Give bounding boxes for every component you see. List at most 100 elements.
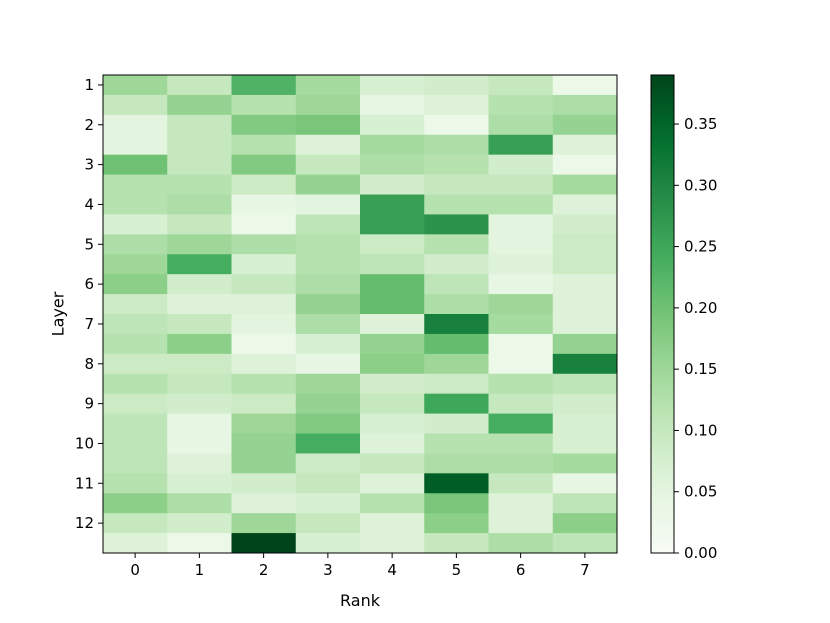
x-tick-label: 1 <box>195 561 205 579</box>
heatmap-cell <box>167 194 232 215</box>
heatmap-cell <box>552 353 618 375</box>
colorbar-tick-label: 0.10 <box>684 421 717 439</box>
heatmap-cell <box>360 254 425 275</box>
heatmap-cell <box>167 294 232 315</box>
heatmap-cell <box>424 453 489 474</box>
heatmap-cell <box>167 254 232 275</box>
heatmap-cell <box>488 453 554 474</box>
heatmap-cell <box>295 493 361 514</box>
heatmap-cell <box>167 493 232 514</box>
heatmap-cell <box>103 493 168 514</box>
heatmap-cell <box>488 393 554 415</box>
heatmap-cell <box>488 513 554 534</box>
heatmap-cell <box>552 114 618 136</box>
heatmap-cell <box>103 393 168 415</box>
heatmap-cell <box>231 254 297 275</box>
heatmap-cell <box>295 154 361 176</box>
heatmap-cell <box>552 393 618 415</box>
heatmap-cell <box>424 533 489 554</box>
colorbar-tick-label: 0.35 <box>684 115 717 133</box>
heatmap-cell <box>167 274 232 295</box>
heatmap-cell <box>231 274 297 295</box>
heatmap-cell <box>488 294 554 315</box>
heatmap-cell <box>360 194 425 215</box>
heatmap-cell <box>231 154 297 176</box>
heatmap-cell <box>360 114 425 136</box>
heatmap-cell <box>295 353 361 375</box>
heatmap-cell <box>295 274 361 295</box>
heatmap-cell <box>167 373 232 395</box>
heatmap-cell <box>295 314 361 335</box>
heatmap-cell <box>231 194 297 215</box>
heatmap-cell <box>488 473 554 494</box>
y-tick-label: 3 <box>84 156 94 174</box>
heatmap-cell <box>552 134 618 156</box>
heatmap-cell <box>552 194 618 215</box>
heatmap-cell <box>552 274 618 295</box>
heatmap-cell <box>424 333 489 355</box>
heatmap-cell <box>103 114 168 136</box>
heatmap-cell <box>231 533 297 554</box>
heatmap-cell <box>360 513 425 534</box>
heatmap-cell <box>360 473 425 494</box>
heatmap-cell <box>103 94 168 116</box>
heatmap-cell <box>360 94 425 116</box>
heatmap-cell <box>488 75 554 96</box>
heatmap-cell <box>424 294 489 315</box>
heatmap-cell <box>360 373 425 395</box>
heatmap-cell <box>360 154 425 176</box>
heatmap-cell <box>488 114 554 136</box>
heatmap-cell <box>231 493 297 514</box>
heatmap-cell <box>552 513 618 534</box>
heatmap-cell <box>488 154 554 176</box>
heatmap-cell <box>552 75 618 96</box>
heatmap-cell <box>424 214 489 235</box>
heatmap-cell <box>231 294 297 315</box>
heatmap-cell <box>231 314 297 335</box>
x-tick-label: 4 <box>387 561 397 579</box>
heatmap-cell <box>167 433 232 454</box>
heatmap-cell <box>360 234 425 255</box>
heatmap-cell <box>103 254 168 275</box>
heatmap-cell <box>231 373 297 395</box>
heatmap-cell <box>231 174 297 195</box>
y-tick-label: 4 <box>84 195 94 213</box>
heatmap-cell <box>424 413 489 434</box>
heatmap-cell <box>424 314 489 335</box>
heatmap-cell <box>231 413 297 434</box>
heatmap-cell <box>103 214 168 235</box>
heatmap-cell <box>103 473 168 494</box>
heatmap-cell <box>295 373 361 395</box>
heatmap-cell <box>295 453 361 474</box>
heatmap-cell <box>167 533 232 554</box>
heatmap-cell <box>424 353 489 375</box>
heatmap-cell <box>552 493 618 514</box>
heatmap-cell <box>231 114 297 136</box>
heatmap-cell <box>552 314 618 335</box>
heatmap-cell <box>360 314 425 335</box>
heatmap-cell <box>295 94 361 116</box>
heatmap-cell <box>231 433 297 454</box>
heatmap-cell <box>360 453 425 474</box>
heatmap-cell <box>103 453 168 474</box>
heatmap-cell <box>488 314 554 335</box>
y-tick-label: 9 <box>84 395 94 413</box>
heatmap-cell <box>488 433 554 454</box>
y-tick-label: 5 <box>84 235 94 253</box>
colorbar-tick-label: 0.15 <box>684 360 717 378</box>
heatmap-cell <box>552 413 618 434</box>
heatmap-cell <box>488 194 554 215</box>
y-tick-label: 12 <box>75 514 94 532</box>
colorbar-ticks: 0.00 0.05 0.10 0.15 0.20 0.25 0.30 0.35 <box>674 115 717 562</box>
heatmap-cell <box>360 214 425 235</box>
heatmap-cell <box>167 154 232 176</box>
heatmap-cell <box>103 353 168 375</box>
colorbar-tick-label: 0.25 <box>684 238 717 256</box>
heatmap-cell <box>488 413 554 434</box>
x-tick-label: 0 <box>130 561 140 579</box>
heatmap-cell <box>295 234 361 255</box>
heatmap-cell <box>488 533 554 554</box>
heatmap-cell <box>552 174 618 195</box>
heatmap-cell <box>231 453 297 474</box>
heatmap-cell <box>295 433 361 454</box>
